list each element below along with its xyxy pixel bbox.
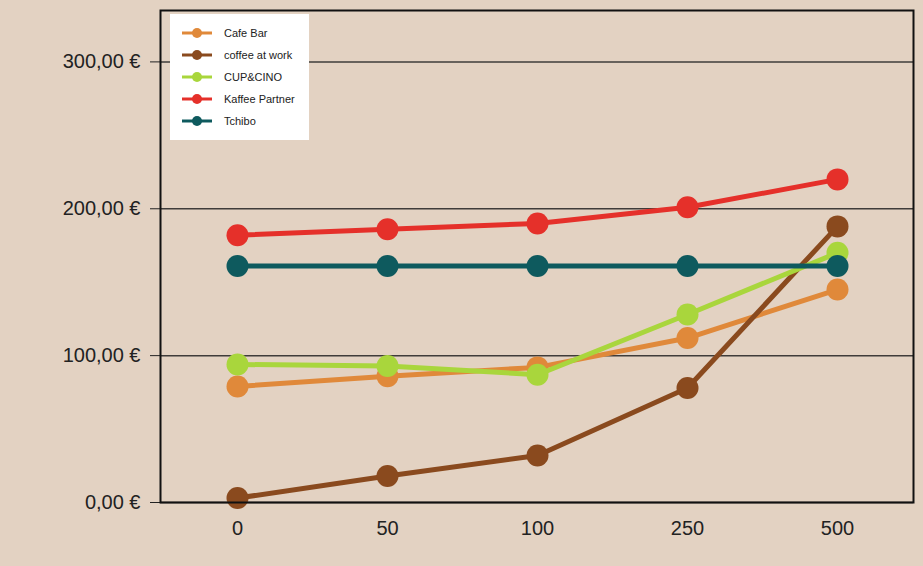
- html-text:coffee at work: coffee at work: [224, 49, 293, 61]
- svg-text:200,00 €: 200,00 €: [63, 197, 141, 219]
- html-text:Cafe Bar: Cafe Bar: [224, 27, 268, 39]
- html-text:Tchibo: Tchibo: [224, 115, 256, 127]
- svg-text:300,00 €: 300,00 €: [63, 50, 141, 72]
- svg-text:250: 250: [671, 517, 704, 539]
- html-text:CUP&CINO: CUP&CINO: [224, 71, 283, 83]
- svg-text:100,00 €: 100,00 €: [63, 344, 141, 366]
- html-text:Kaffee Partner: Kaffee Partner: [224, 93, 295, 105]
- svg-text:100: 100: [521, 517, 554, 539]
- svg-text:500: 500: [821, 517, 854, 539]
- svg-text:0: 0: [232, 517, 243, 539]
- svg-text:0,00 €: 0,00 €: [85, 491, 141, 513]
- svg-text:50: 50: [376, 517, 398, 539]
